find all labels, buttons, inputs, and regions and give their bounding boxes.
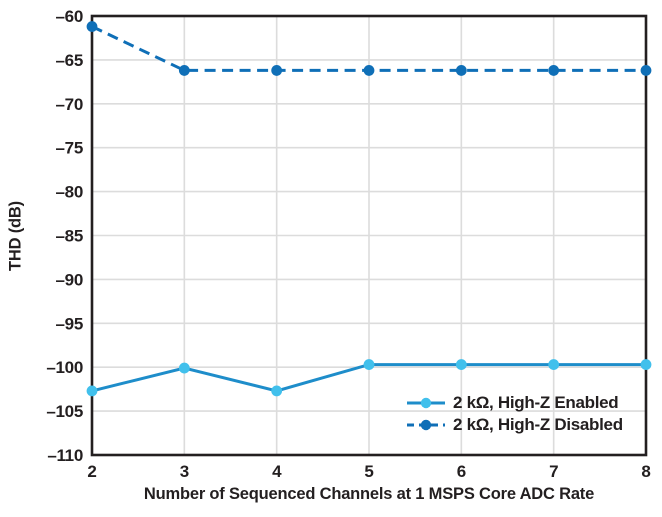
- data-point-marker: [640, 65, 652, 76]
- y-tick-label: –95: [56, 314, 83, 333]
- data-point-marker: [271, 385, 283, 397]
- legend-solid-line-icon: [407, 397, 445, 408]
- y-tick-label: –80: [56, 183, 83, 202]
- data-point-marker: [455, 359, 467, 370]
- y-tick-label: –70: [56, 95, 83, 114]
- gridlines: [92, 16, 646, 455]
- x-tick-label: 4: [272, 462, 282, 481]
- data-point-marker: [455, 65, 467, 76]
- data-point-marker: [271, 65, 283, 76]
- y-tick-label: –90: [56, 270, 83, 289]
- x-axis-tick-labels: 2 3 4 5 6 7 8: [87, 462, 650, 481]
- data-point-marker: [363, 65, 375, 76]
- y-tick-label: –60: [56, 7, 83, 26]
- data-point-marker: [548, 359, 560, 370]
- x-tick-label: 6: [457, 462, 466, 481]
- legend-item-1: 2 kΩ, High-Z Disabled: [407, 414, 623, 435]
- data-point-marker: [363, 359, 375, 370]
- series-markers-1: [86, 21, 652, 76]
- y-axis-title: THD (dB): [6, 201, 25, 271]
- y-axis-tick-labels: –60 –65 –70 –75 –80 –85 –90 –95 –100 –105 –110: [46, 7, 83, 465]
- data-point-marker: [86, 21, 98, 32]
- data-point-marker: [86, 385, 98, 397]
- x-tick-label: 3: [180, 462, 189, 481]
- x-tick-label: 5: [364, 462, 373, 481]
- legend-label: 2 kΩ, High-Z Enabled: [453, 392, 619, 412]
- legend-item-0: 2 kΩ, High-Z Enabled: [407, 392, 623, 413]
- data-point-marker: [640, 359, 652, 370]
- y-tick-label: –75: [56, 139, 83, 158]
- x-axis-title: Number of Sequenced Channels at 1 MSPS C…: [143, 485, 595, 503]
- legend-dashed-line-icon: [407, 419, 445, 430]
- series-markers-0: [86, 359, 652, 397]
- y-tick-label: –105: [46, 402, 83, 421]
- plot-frame: [90, 14, 648, 457]
- data-point-marker: [178, 65, 190, 76]
- x-tick-label: 8: [641, 462, 650, 481]
- x-tick-label: 7: [549, 462, 558, 481]
- x-tick-label: 2: [87, 462, 96, 481]
- data-point-marker: [178, 362, 190, 374]
- y-tick-label: –100: [46, 358, 83, 377]
- y-tick-label: –110: [47, 446, 83, 465]
- y-tick-label: –85: [56, 227, 83, 246]
- legend: 2 kΩ, High-Z Enabled 2 kΩ, High-Z Disable…: [407, 392, 623, 435]
- y-tick-label: –65: [56, 51, 83, 70]
- legend-label: 2 kΩ, High-Z Disabled: [453, 414, 623, 434]
- data-point-marker: [548, 65, 560, 76]
